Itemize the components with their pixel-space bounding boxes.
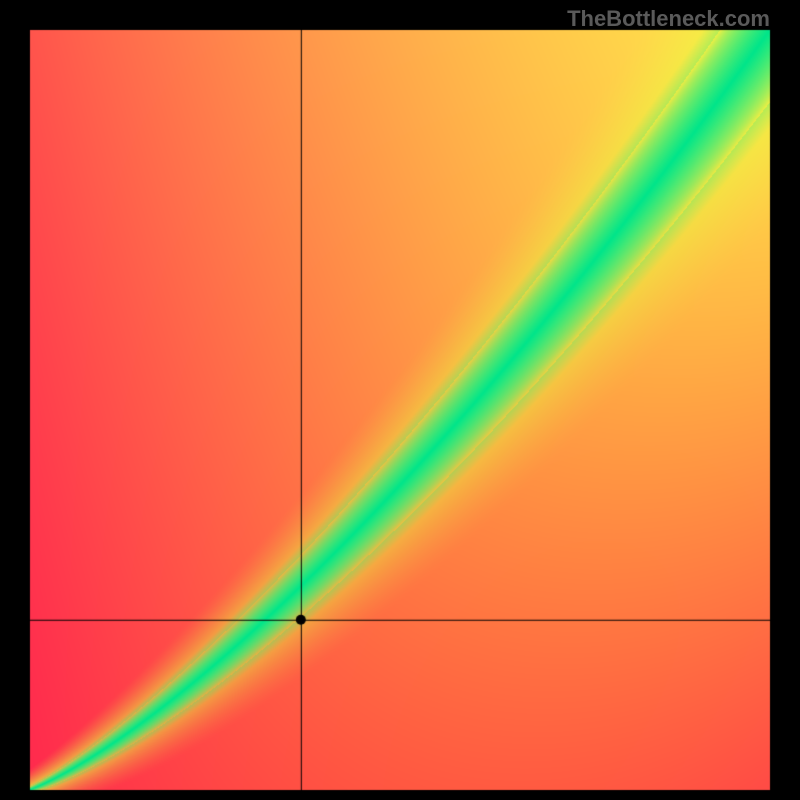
chart-container: TheBottleneck.com bbox=[0, 0, 800, 800]
watermark-text: TheBottleneck.com bbox=[567, 6, 770, 32]
heatmap-canvas bbox=[0, 0, 800, 800]
